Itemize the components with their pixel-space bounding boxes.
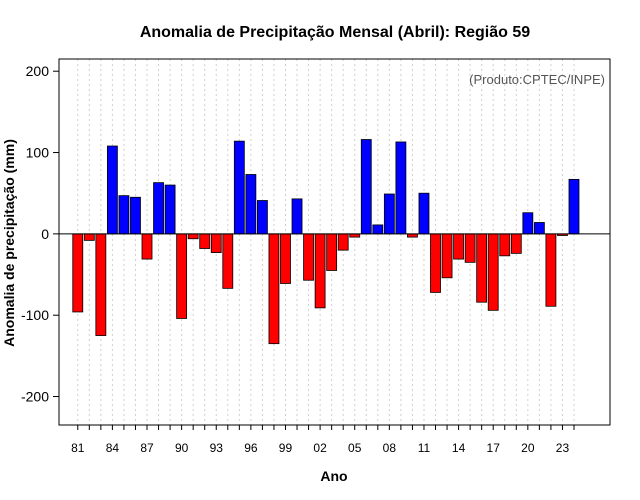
gridlines [77,59,575,425]
bar-2003 [326,233,338,271]
bar-2013 [441,233,453,279]
x-tick-label: 17 [487,441,501,455]
x-tick-label: 23 [556,441,570,455]
bar-2012 [430,233,441,293]
y-tick-label: -100 [21,307,49,323]
bar-1989 [164,184,176,235]
bar-2020 [522,212,534,235]
bar-1986 [130,196,141,235]
bar-2009 [395,141,407,235]
bar-1993 [210,233,222,253]
bar-2022 [545,233,557,307]
bar-1982 [83,233,95,241]
bar-1998 [268,233,280,345]
bar-2002 [314,233,326,309]
x-axis: 81 84 87 90 93 96 99 02 05 08 11 14 17 20 23 [71,425,575,455]
bar-1987 [141,233,153,260]
bar-1995 [233,140,245,235]
bar-2021 [533,222,545,235]
x-tick-label: 20 [521,441,535,455]
x-tick-label: 84 [106,441,120,455]
x-tick-label: 81 [71,441,85,455]
x-tick-label: 08 [383,441,397,455]
bar-1990 [176,233,188,319]
y-tick-label: 100 [26,145,50,161]
bar-2015 [464,233,476,263]
x-tick-label: 11 [418,441,431,455]
bar-1981 [72,233,84,313]
bar-2017 [487,233,499,311]
x-tick-label: 05 [348,441,362,455]
bars [72,139,580,345]
plot-frame [58,58,611,426]
bar-2019 [510,233,522,254]
bar-2018 [499,233,511,257]
x-tick-label: 96 [244,441,258,455]
chart-title: Anomalia de Precipitação Mensal (Abril):… [140,24,530,41]
bar-1984 [106,145,118,235]
x-tick-label: 02 [313,441,327,455]
x-tick-label: 87 [140,441,154,455]
y-tick-label: -200 [21,389,49,405]
x-tick-label: 93 [210,441,224,455]
credit-label: (Produto:CPTEC/INPE) [469,72,605,87]
x-tick-label: 99 [279,441,293,455]
x-axis-title: Ano [320,468,347,484]
y-tick-label: 200 [26,63,50,79]
bar-1991 [187,233,199,240]
bar-1992 [199,233,211,249]
bar-2024 [568,178,580,235]
bar-1996 [245,174,257,235]
bar-2014 [453,233,464,260]
bar-2000 [291,198,303,235]
bar-2001 [303,233,314,281]
bar-1985 [118,195,130,235]
x-tick-label: 14 [452,441,466,455]
bar-1988 [153,182,164,235]
bar-2006 [360,139,372,235]
y-tick-label: 0 [41,226,49,242]
bar-1983 [95,233,107,336]
bar-1997 [257,200,268,235]
bar-2016 [476,233,488,303]
bar-2008 [383,193,395,235]
bar-2004 [337,233,349,251]
bar-2011 [418,192,430,235]
x-tick-label: 90 [175,441,189,455]
bar-1999 [280,233,291,284]
y-axis: -200 -100 0 100 200 [21,63,59,405]
bar-1994 [222,233,234,289]
bar-2007 [372,224,384,235]
y-axis-title: Anomalia de precipitação (mm) [1,139,17,347]
